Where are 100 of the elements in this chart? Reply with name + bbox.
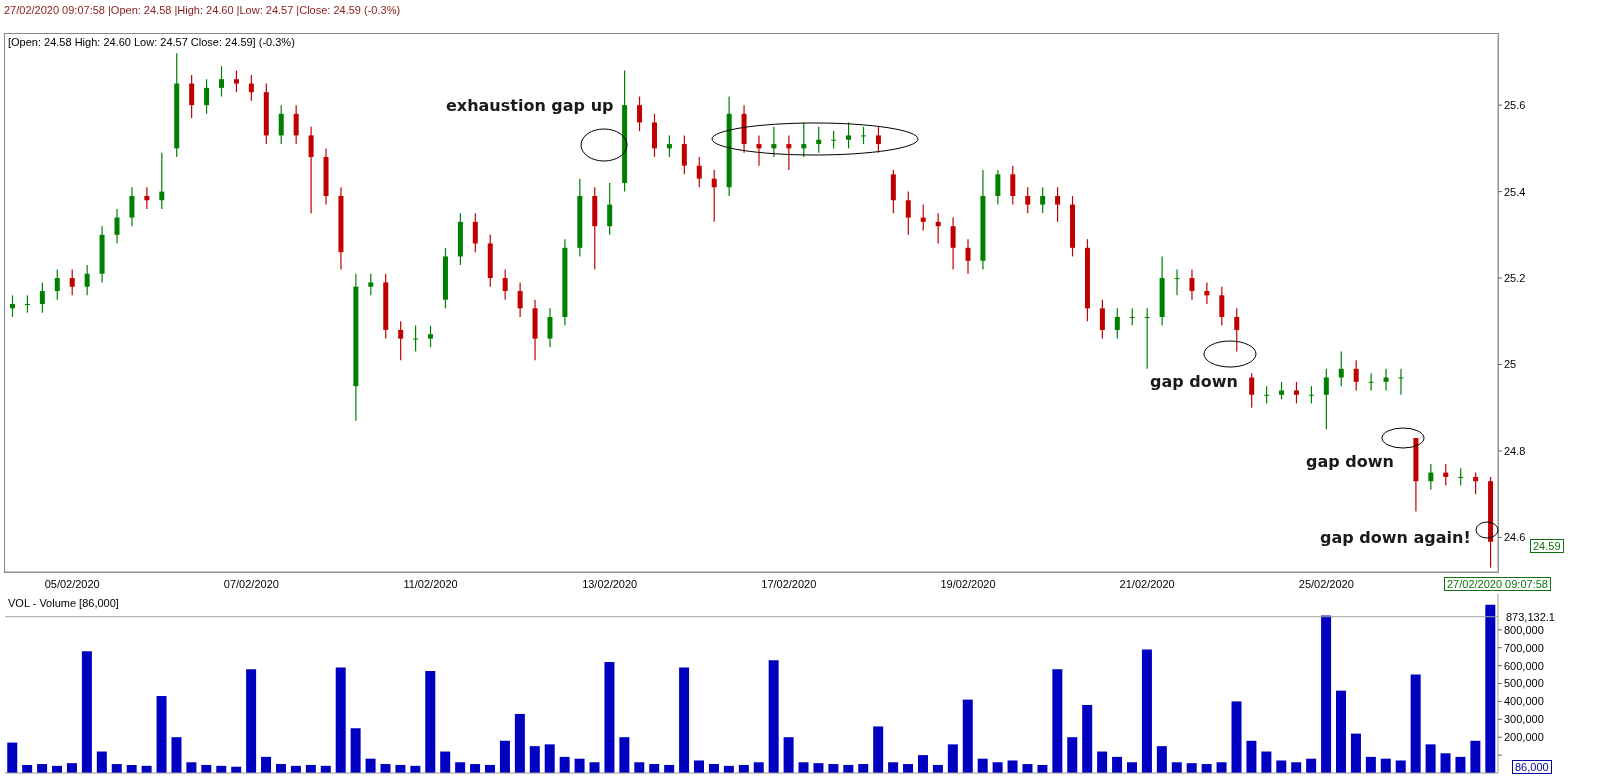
x-tick-label: 11/02/2020 — [403, 577, 458, 590]
bar — [768, 660, 779, 773]
bar — [1276, 760, 1287, 773]
candlestick — [69, 268, 75, 296]
bar — [619, 737, 630, 773]
bar — [1246, 740, 1257, 773]
bar — [917, 755, 928, 773]
candlestick — [1428, 463, 1434, 491]
bar — [246, 669, 257, 773]
candlestick — [696, 156, 702, 188]
bar — [1112, 756, 1123, 773]
candlestick — [1114, 307, 1120, 340]
bar — [1231, 701, 1242, 773]
candlestick — [681, 134, 687, 175]
bar — [261, 756, 272, 773]
bar — [514, 713, 525, 773]
candlestick — [129, 186, 135, 227]
bar — [1306, 758, 1317, 773]
candlestick — [756, 134, 762, 167]
candlestick — [637, 95, 643, 132]
bar — [962, 699, 973, 773]
bar — [1395, 760, 1406, 773]
candlestick — [413, 325, 419, 353]
candlestick — [1219, 286, 1225, 327]
bar — [1425, 744, 1436, 773]
bar — [679, 667, 690, 773]
y-tick-label: 25 — [1504, 358, 1517, 371]
bar — [1380, 758, 1391, 773]
y-tick-label: 600,000 — [1504, 659, 1544, 672]
bar — [589, 762, 600, 773]
candlestick — [1249, 372, 1255, 409]
bar — [1067, 737, 1078, 773]
bar — [1440, 753, 1451, 773]
bar — [783, 737, 794, 773]
candlestick — [1383, 368, 1389, 392]
y-tick-label: 300,000 — [1504, 713, 1544, 726]
candlestick — [204, 78, 210, 115]
candlestick — [144, 186, 150, 210]
candlestick — [39, 281, 45, 314]
chart-title: 27/02/2020 09:07:58 |Open: 24.58 |High: 24.60 |Low: 24.57 |Close: 24.59 (-0.3%) — [4, 4, 401, 16]
candlestick — [1353, 359, 1359, 392]
bar — [947, 744, 958, 773]
x-tick-label: 05/02/2020 — [44, 577, 100, 590]
y-tick-label: 24.8 — [1504, 444, 1526, 457]
bar — [1485, 604, 1496, 773]
candlestick — [368, 273, 374, 296]
bar — [81, 651, 92, 773]
text: 24.59 — [1530, 539, 1564, 553]
candlestick — [398, 320, 404, 361]
candlestick — [278, 104, 284, 145]
bar — [1171, 762, 1182, 773]
candlestick — [428, 325, 434, 348]
text: 86,000 — [1512, 760, 1552, 774]
annotation: gap down again! — [1320, 528, 1471, 547]
y-tick-label: 25.4 — [1504, 185, 1526, 198]
candlestick — [1055, 186, 1061, 223]
candlestick — [1025, 186, 1031, 214]
candlestick — [1234, 307, 1240, 353]
x-tick-label: 07/02/2020 — [223, 577, 279, 590]
bar — [1291, 762, 1302, 773]
candlestick — [84, 264, 90, 296]
bar — [604, 662, 615, 773]
bar — [440, 751, 451, 773]
x-tick-label: 13/02/2020 — [582, 577, 638, 590]
annotation: exhaustion gap up — [446, 96, 614, 115]
bar — [1186, 763, 1197, 773]
bar — [873, 726, 884, 773]
bar — [499, 740, 510, 773]
candlestick — [1323, 368, 1329, 430]
bar — [559, 756, 570, 773]
candlestick — [816, 126, 822, 154]
bar — [753, 762, 764, 773]
y-tick-label: 24.6 — [1504, 531, 1526, 544]
candlestick — [1144, 307, 1150, 370]
bar — [1470, 740, 1481, 773]
candlestick — [114, 208, 120, 245]
candlestick — [1204, 281, 1210, 305]
candlestick — [1338, 350, 1344, 387]
bar — [798, 762, 809, 773]
bar — [977, 758, 988, 773]
candlestick — [159, 152, 165, 210]
bar — [1365, 756, 1376, 773]
y-tick-label: 700,000 — [1504, 641, 1544, 654]
candlestick — [1099, 299, 1105, 340]
text: 27/02/2020 09:07:58 — [1444, 577, 1551, 591]
bar — [1410, 674, 1421, 773]
candlestick — [1189, 268, 1195, 301]
bar — [529, 746, 540, 773]
candlestick — [1368, 372, 1374, 392]
ref-line-label: 873,132.1 — [1506, 610, 1555, 623]
bar — [96, 751, 107, 773]
bar — [1156, 746, 1167, 773]
candlestick — [189, 74, 195, 119]
bar — [1052, 669, 1063, 773]
bar — [574, 758, 585, 773]
candlestick — [308, 126, 314, 214]
candlestick — [233, 69, 239, 93]
candlestick — [1040, 186, 1046, 214]
candlestick — [547, 307, 553, 348]
candlestick — [935, 212, 941, 245]
